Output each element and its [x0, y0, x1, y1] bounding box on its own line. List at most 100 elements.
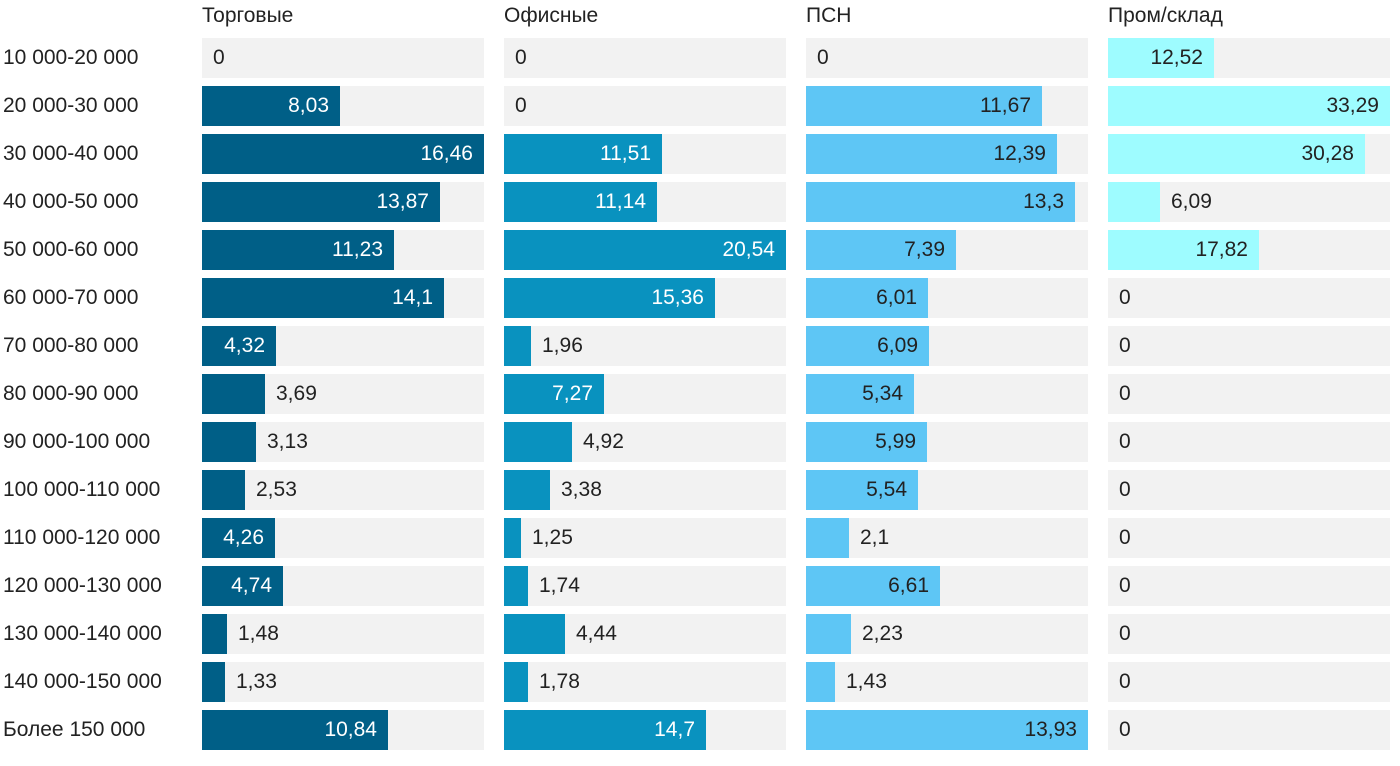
data-label: 1,74: [539, 574, 580, 597]
bar: [202, 662, 225, 702]
bar-track: [806, 662, 1088, 702]
data-label: 7,27: [552, 382, 593, 405]
data-label: 12,52: [1150, 46, 1203, 69]
bar: [1108, 38, 1214, 78]
bar: [202, 518, 275, 558]
category-label: 120 000-130 000: [3, 574, 162, 597]
category-label: 130 000-140 000: [3, 622, 162, 645]
category-label: 20 000-30 000: [3, 94, 139, 117]
data-label: 12,39: [993, 142, 1046, 165]
data-label: 0: [1119, 622, 1131, 645]
bar-track: [1108, 374, 1390, 414]
bar: [202, 710, 388, 750]
panel-title: Офисные: [504, 4, 599, 27]
data-label: 10,84: [324, 718, 377, 741]
data-label: 11,51: [600, 142, 651, 165]
bar-track: [504, 326, 786, 366]
bar: [504, 326, 531, 366]
data-label: 8,03: [288, 94, 329, 117]
bar: [1108, 134, 1365, 174]
data-label: 5,34: [862, 382, 903, 405]
bar: [806, 710, 1088, 750]
bar: [504, 134, 662, 174]
bar-track: [504, 86, 786, 126]
data-label: 0: [1119, 574, 1131, 597]
category-label: 60 000-70 000: [3, 286, 139, 309]
bar: [806, 470, 918, 510]
bar: [504, 518, 521, 558]
data-label: 3,38: [561, 478, 602, 501]
bar-track: [1108, 326, 1390, 366]
data-label: 17,82: [1195, 238, 1248, 261]
data-label: 11,67: [980, 94, 1031, 117]
data-label: 0: [515, 46, 527, 69]
bar: [504, 422, 572, 462]
bar-track: [202, 470, 484, 510]
bar-track: [1108, 470, 1390, 510]
bar-track: [1108, 566, 1390, 606]
category-label: 50 000-60 000: [3, 238, 139, 261]
bar: [202, 374, 265, 414]
data-label: 4,32: [224, 334, 265, 357]
data-label: 1,78: [539, 670, 580, 693]
bar-track: [806, 518, 1088, 558]
bar-track: [1108, 278, 1390, 318]
data-label: 5,54: [866, 478, 907, 501]
bar-track: [1108, 422, 1390, 462]
data-label: 0: [1119, 430, 1131, 453]
bar: [806, 422, 927, 462]
data-label: 0: [1119, 670, 1131, 693]
panel-title: Торговые: [202, 4, 294, 27]
bar: [504, 230, 786, 270]
bar: [806, 86, 1042, 126]
bar-track: [1108, 662, 1390, 702]
data-label: 0: [1119, 718, 1131, 741]
bar-track: [1108, 518, 1390, 558]
bar: [1108, 182, 1160, 222]
bar: [202, 566, 283, 606]
bar: [806, 374, 914, 414]
bar: [202, 182, 440, 222]
category-label: 110 000-120 000: [3, 526, 161, 549]
data-label: 3,69: [276, 382, 317, 405]
data-label: 6,09: [1171, 190, 1212, 213]
bar: [806, 134, 1057, 174]
bar: [806, 278, 928, 318]
category-label: 140 000-150 000: [3, 670, 162, 693]
category-label: Более 150 000: [3, 718, 146, 741]
data-label: 6,01: [876, 286, 917, 309]
bar: [504, 614, 565, 654]
data-label: 4,92: [583, 430, 624, 453]
bar: [202, 134, 484, 174]
data-label: 3,13: [267, 430, 308, 453]
data-label: 0: [1119, 382, 1131, 405]
bar: [202, 230, 394, 270]
data-label: 0: [1119, 334, 1131, 357]
data-label: 16,46: [420, 142, 473, 165]
data-label: 14,7: [654, 718, 695, 741]
data-label: 0: [1119, 286, 1131, 309]
data-label: 1,43: [846, 670, 887, 693]
data-label: 6,61: [888, 574, 929, 597]
data-label: 11,23: [332, 238, 383, 261]
data-label: 0: [1119, 478, 1131, 501]
data-label: 11,14: [595, 190, 646, 213]
bar: [1108, 230, 1259, 270]
data-label: 14,1: [392, 286, 433, 309]
data-label: 0: [1119, 526, 1131, 549]
bar-track: [504, 38, 786, 78]
bar: [202, 278, 444, 318]
data-label: 5,99: [875, 430, 916, 453]
bar-track: [202, 614, 484, 654]
bar: [202, 86, 340, 126]
data-label: 13,87: [376, 190, 429, 213]
bar-track: [202, 38, 484, 78]
panel-title: ПСН: [806, 4, 852, 27]
data-label: 2,23: [862, 622, 903, 645]
data-label: 7,39: [904, 238, 945, 261]
bar-track: [806, 614, 1088, 654]
bar: [504, 470, 550, 510]
bar-track: [504, 566, 786, 606]
bar-track: [806, 38, 1088, 78]
